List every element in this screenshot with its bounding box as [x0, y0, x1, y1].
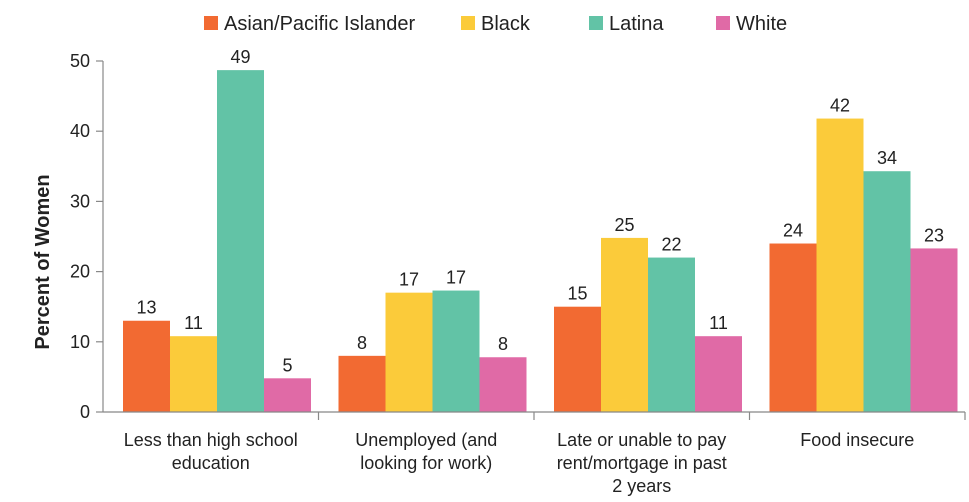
legend-label: Asian/Pacific Islander: [224, 13, 416, 35]
bar: [338, 355, 386, 412]
data-label: 34: [877, 148, 897, 168]
y-axis: 0 10 20 30 40 50: [70, 51, 104, 422]
bar: [554, 306, 601, 412]
y-tick-label: 20: [70, 262, 90, 282]
bar: [769, 243, 817, 412]
x-axis: Less than high school education Unemployed…: [103, 411, 966, 496]
data-label: 8: [498, 334, 508, 354]
data-label: 24: [783, 221, 803, 241]
y-tick-label: 0: [80, 402, 90, 422]
data-label: 42: [830, 96, 850, 116]
data-label: 5: [282, 355, 292, 375]
data-label: 17: [399, 270, 419, 290]
bar: [601, 237, 648, 412]
data-label: 13: [136, 298, 156, 318]
legend: Asian/Pacific Islander Black Latina White: [204, 13, 787, 35]
y-tick-label: 50: [70, 51, 90, 71]
data-label: 49: [230, 47, 250, 67]
bar: [170, 336, 217, 412]
bar: [648, 257, 695, 412]
data-label: 8: [357, 333, 367, 353]
x-tick-label: Late or unable to pay rent/mortgage in pa…: [557, 430, 727, 496]
bars: 13 8 15 24 11 17 25 42 49 17 22 34 5 8 11 23: [123, 47, 958, 413]
bar: [863, 171, 911, 412]
bar: [695, 336, 742, 412]
bar: [264, 378, 311, 412]
data-label: 11: [709, 313, 728, 333]
y-tick-label: 40: [70, 121, 90, 141]
y-tick-label: 10: [70, 332, 90, 352]
bar: [385, 292, 433, 412]
legend-label: Black: [481, 13, 531, 35]
bar: [910, 248, 958, 412]
y-tick-label: 30: [70, 191, 90, 211]
data-label: 11: [184, 313, 203, 333]
legend-label: White: [736, 13, 787, 35]
x-tick-label: Unemployed (and looking for work): [355, 430, 497, 473]
bar: [217, 70, 264, 412]
legend-swatch: [589, 16, 603, 30]
x-tick-label: Food insecure: [800, 430, 914, 450]
legend-label: Latina: [609, 13, 664, 35]
data-label: 17: [446, 268, 466, 288]
data-label: 15: [567, 284, 587, 304]
bar: [479, 357, 527, 412]
data-label: 22: [661, 235, 681, 255]
data-label: 25: [614, 215, 634, 235]
x-tick-label: Less than high school education: [124, 430, 298, 473]
bar: [123, 320, 170, 412]
data-label: 23: [924, 225, 944, 245]
legend-swatch: [716, 16, 730, 30]
bar: [816, 118, 864, 413]
legend-swatch: [204, 16, 218, 30]
legend-swatch: [461, 16, 475, 30]
bar: [432, 290, 480, 412]
y-axis-label: Percent of Women: [32, 174, 54, 349]
